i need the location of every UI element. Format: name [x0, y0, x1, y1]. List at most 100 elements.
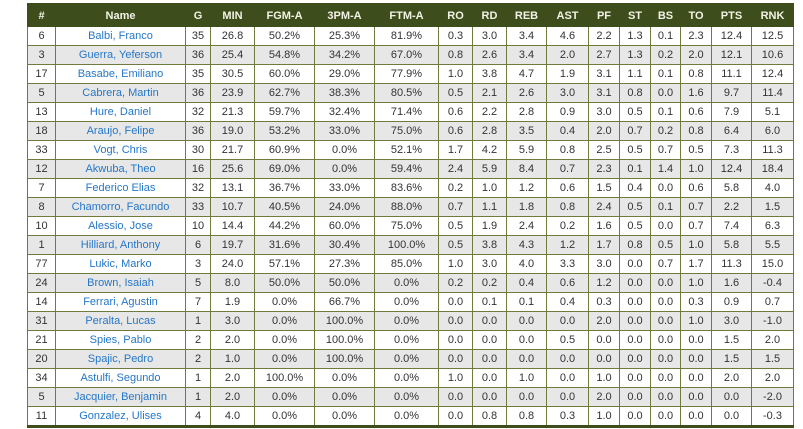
player-name-link[interactable]: Akwuba, Theo — [85, 163, 156, 175]
cell-st: 0.5 — [619, 140, 651, 160]
player-name-link[interactable]: Spies, Pablo — [89, 334, 152, 346]
cell-reb: 1.8 — [506, 197, 547, 217]
player-name-link[interactable]: Gonzalez, Ulises — [79, 410, 162, 422]
player-name-cell: Hure, Daniel — [55, 102, 186, 122]
player-name-link[interactable]: Federico Elias — [85, 182, 156, 194]
cell-fgma: 36.7% — [254, 178, 315, 198]
player-name-link[interactable]: Hure, Daniel — [89, 106, 152, 118]
cell-pm3a: 0.0% — [314, 387, 375, 407]
player-name-link[interactable]: Balbi, Franco — [88, 30, 153, 42]
player-name-link[interactable]: Peralta, Lucas — [85, 315, 156, 327]
player-name-cell: Hilliard, Anthony — [55, 235, 186, 255]
cell-to: 1.6 — [680, 83, 712, 103]
cell-to: 1.7 — [680, 254, 712, 274]
player-row: 34 Astulfi, Segundo 1 2.0 100.0% 0.0% 0.0% 1.0 0… — [27, 368, 794, 388]
cell-pts: 7.9 — [711, 102, 752, 122]
cell-ast: 2.0 — [546, 45, 589, 65]
cell-pts: 0.0 — [711, 387, 752, 407]
player-name-link[interactable]: Hilliard, Anthony — [80, 239, 161, 251]
cell-pf: 2.5 — [588, 140, 620, 160]
cell-rd: 5.9 — [472, 159, 507, 179]
cell-ast: 0.8 — [546, 140, 589, 160]
cell-ftma: 0.0% — [374, 292, 439, 312]
cell-ast: 0.7 — [546, 159, 589, 179]
cell-pm3a: 50.0% — [314, 273, 375, 293]
player-name-cell: Gonzalez, Ulises — [55, 406, 186, 427]
cell-to: 0.6 — [680, 178, 712, 198]
cell-ast: 0.5 — [546, 330, 589, 350]
cell-rd: 2.1 — [472, 83, 507, 103]
cell-rnk: -0.3 — [751, 406, 794, 427]
cell-rnk: 12.4 — [751, 64, 794, 84]
cell-num: 5 — [27, 83, 56, 103]
player-name-cell: Vogt, Chris — [55, 140, 186, 160]
cell-bs: 0.0 — [650, 178, 681, 198]
player-name-cell: Araujo, Felipe — [55, 121, 186, 141]
cell-min: 14.4 — [210, 216, 255, 236]
cell-g: 16 — [185, 159, 211, 179]
player-name-link[interactable]: Brown, Isaiah — [87, 277, 154, 289]
cell-fgma: 59.7% — [254, 102, 315, 122]
player-name-link[interactable]: Spajic, Pedro — [87, 353, 154, 365]
cell-rnk: 11.4 — [751, 83, 794, 103]
cell-bs: 0.1 — [650, 64, 681, 84]
player-row: 20 Spajic, Pedro 2 1.0 0.0% 100.0% 0.0% 0.0 0.0 0… — [27, 349, 794, 369]
cell-ro: 0.2 — [438, 178, 473, 198]
player-row: 21 Spies, Pablo 2 2.0 0.0% 100.0% 0.0% 0.0 0.0 0.… — [27, 330, 794, 350]
cell-ro: 0.7 — [438, 197, 473, 217]
cell-reb: 0.1 — [506, 292, 547, 312]
player-name-cell: Akwuba, Theo — [55, 159, 186, 179]
column-header-st: ST — [619, 3, 651, 27]
column-header-reb: REB — [506, 3, 547, 27]
cell-st: 0.1 — [619, 159, 651, 179]
player-name-link[interactable]: Guerra, Yeferson — [78, 49, 163, 61]
cell-ast: 0.9 — [546, 102, 589, 122]
cell-to: 2.3 — [680, 26, 712, 46]
cell-to: 1.0 — [680, 311, 712, 331]
player-name-link[interactable]: Alessio, Jose — [88, 220, 153, 232]
player-name-link[interactable]: Astulfi, Segundo — [80, 372, 161, 384]
player-name-link[interactable]: Araujo, Felipe — [86, 125, 155, 137]
cell-ro: 1.0 — [438, 254, 473, 274]
cell-num: 5 — [27, 387, 56, 407]
cell-ro: 0.6 — [438, 102, 473, 122]
cell-pf: 0.0 — [588, 349, 620, 369]
cell-pm3a: 0.0% — [314, 140, 375, 160]
cell-bs: 0.0 — [650, 311, 681, 331]
cell-min: 2.0 — [210, 330, 255, 350]
cell-g: 1 — [185, 387, 211, 407]
cell-to: 2.0 — [680, 45, 712, 65]
cell-pf: 1.5 — [588, 178, 620, 198]
cell-st: 1.1 — [619, 64, 651, 84]
cell-reb: 3.4 — [506, 26, 547, 46]
cell-bs: 0.1 — [650, 102, 681, 122]
cell-num: 7 — [27, 178, 56, 198]
cell-pts: 6.4 — [711, 121, 752, 141]
cell-g: 1 — [185, 311, 211, 331]
cell-min: 2.0 — [210, 387, 255, 407]
cell-to: 0.7 — [680, 216, 712, 236]
cell-rnk: 12.5 — [751, 26, 794, 46]
player-name-cell: Cabrera, Martin — [55, 83, 186, 103]
player-name-link[interactable]: Lukic, Marko — [89, 258, 152, 270]
cell-rnk: 2.0 — [751, 368, 794, 388]
player-name-link[interactable]: Ferrari, Agustin — [83, 296, 158, 308]
player-name-link[interactable]: Jacquier, Benjamin — [74, 391, 167, 403]
cell-rd: 1.0 — [472, 178, 507, 198]
cell-bs: 0.0 — [650, 368, 681, 388]
player-name-link[interactable]: Basabe, Emiliano — [77, 68, 164, 80]
cell-bs: 0.0 — [650, 292, 681, 312]
cell-reb: 0.8 — [506, 406, 547, 427]
column-header-bs: BS — [650, 3, 681, 27]
player-name-link[interactable]: Cabrera, Martin — [82, 87, 159, 99]
cell-ro: 0.6 — [438, 121, 473, 141]
cell-pf: 3.0 — [588, 254, 620, 274]
cell-g: 36 — [185, 121, 211, 141]
cell-g: 2 — [185, 330, 211, 350]
player-name-link[interactable]: Vogt, Chris — [93, 144, 148, 156]
player-name-link[interactable]: Chamorro, Facundo — [71, 201, 170, 213]
cell-min: 19.7 — [210, 235, 255, 255]
cell-ro: 0.0 — [438, 292, 473, 312]
cell-rd: 3.0 — [472, 254, 507, 274]
cell-fgma: 0.0% — [254, 311, 315, 331]
